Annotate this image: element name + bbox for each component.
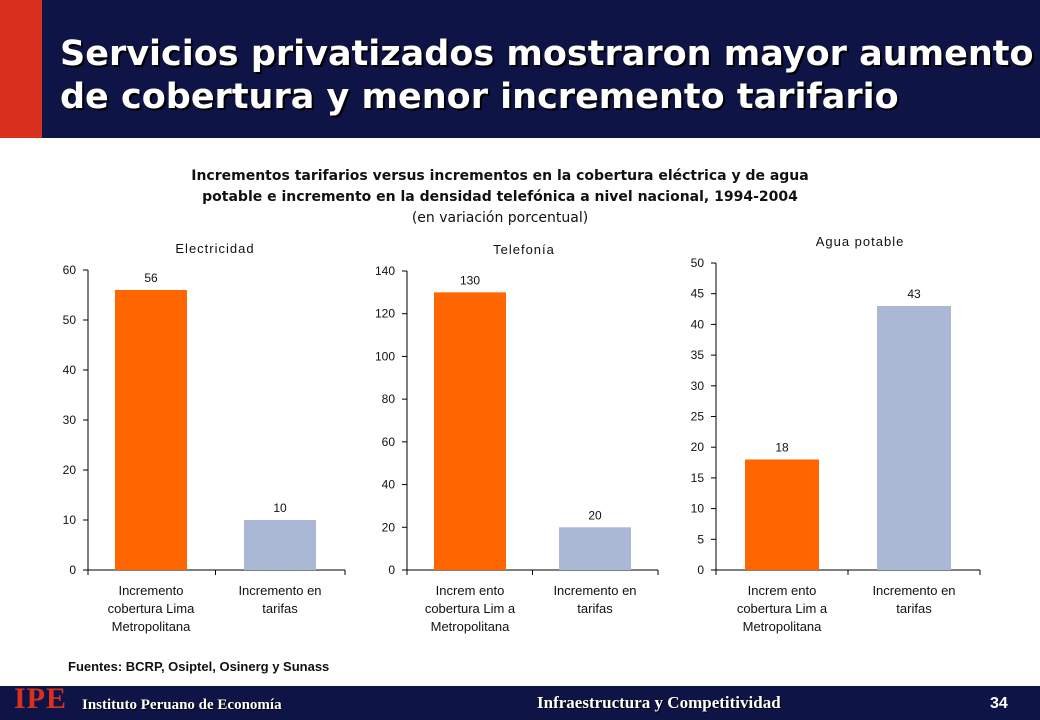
data-label: 10 <box>273 501 287 515</box>
chart-title: Telefonía <box>493 242 555 257</box>
chart-caption-line-1: Incrementos tarifarios versus incremento… <box>191 168 809 184</box>
data-label: 130 <box>460 273 480 287</box>
bar-charts: Electricidad010203040506056Incrementocob… <box>63 234 981 634</box>
y-tick-label: 0 <box>388 563 395 577</box>
chart-title: Electricidad <box>175 241 254 256</box>
slide-title-line-2: de cobertura y menor incremento tarifari… <box>60 77 899 117</box>
y-tick-label: 10 <box>691 502 705 516</box>
y-tick-label: 20 <box>691 440 705 454</box>
footer-organization: Instituto Peruano de Economía <box>82 697 282 713</box>
category-label: Metropolitana <box>112 619 192 634</box>
y-tick-label: 0 <box>697 563 704 577</box>
bar <box>559 527 631 570</box>
y-tick-label: 40 <box>63 363 77 377</box>
slide-title-line-1: Servicios privatizados mostraron mayor a… <box>60 34 1034 74</box>
data-label: 56 <box>144 271 158 285</box>
bar <box>434 292 506 570</box>
y-tick-label: 35 <box>691 348 705 362</box>
y-tick-label: 80 <box>382 392 396 406</box>
y-tick-label: 40 <box>691 317 705 331</box>
category-label: Incremento <box>118 583 183 598</box>
y-tick-label: 25 <box>691 410 705 424</box>
y-tick-label: 40 <box>382 478 396 492</box>
ipe-logo: IPE <box>14 682 68 715</box>
y-tick-label: 0 <box>69 563 76 577</box>
chart-caption-line-2: potable e incremento en la densidad tele… <box>202 189 798 205</box>
y-tick-label: 20 <box>382 520 396 534</box>
y-tick-label: 50 <box>691 256 705 270</box>
category-label: tarifas <box>262 601 298 616</box>
y-tick-label: 45 <box>691 287 705 301</box>
y-tick-label: 60 <box>382 435 396 449</box>
category-label: Incremento en <box>553 583 636 598</box>
category-label: cobertura Lim a <box>737 601 828 616</box>
footer-bar <box>0 686 1040 720</box>
title-accent-bar <box>0 0 42 138</box>
category-label: Incremento en <box>238 583 321 598</box>
data-label: 18 <box>775 440 789 454</box>
category-label: Incremento en <box>872 583 955 598</box>
bar <box>115 290 187 570</box>
y-tick-label: 5 <box>697 532 704 546</box>
category-label: Increm ento <box>436 583 505 598</box>
y-tick-label: 30 <box>691 379 705 393</box>
bar <box>745 459 819 570</box>
y-tick-label: 140 <box>375 264 395 278</box>
category-label: tarifas <box>896 601 932 616</box>
y-tick-label: 50 <box>63 313 77 327</box>
y-tick-label: 100 <box>375 349 395 363</box>
bar <box>244 520 316 570</box>
category-label: tarifas <box>577 601 613 616</box>
category-label: cobertura Lim a <box>425 601 516 616</box>
y-tick-label: 10 <box>63 513 77 527</box>
bar <box>877 305 951 570</box>
data-label: 43 <box>907 287 921 301</box>
title-banner <box>0 0 1040 138</box>
chart-title: Agua potable <box>816 234 905 249</box>
y-tick-label: 15 <box>691 471 705 485</box>
footer-topic: Infraestructura y Competitividad <box>537 693 781 712</box>
y-tick-label: 20 <box>63 463 77 477</box>
y-tick-label: 60 <box>63 263 77 277</box>
page-number: 34 <box>990 695 1008 712</box>
data-label: 20 <box>588 508 602 522</box>
chart-caption-units: (en variación porcentual) <box>411 210 589 226</box>
category-label: Increm ento <box>748 583 817 598</box>
source-note: Fuentes: BCRP, Osiptel, Osinerg y Sunass <box>68 659 330 674</box>
y-tick-label: 30 <box>63 413 77 427</box>
category-label: Metropolitana <box>431 619 511 634</box>
category-label: cobertura Lima <box>108 601 195 616</box>
category-label: Metropolitana <box>743 619 823 634</box>
y-tick-label: 120 <box>375 307 395 321</box>
